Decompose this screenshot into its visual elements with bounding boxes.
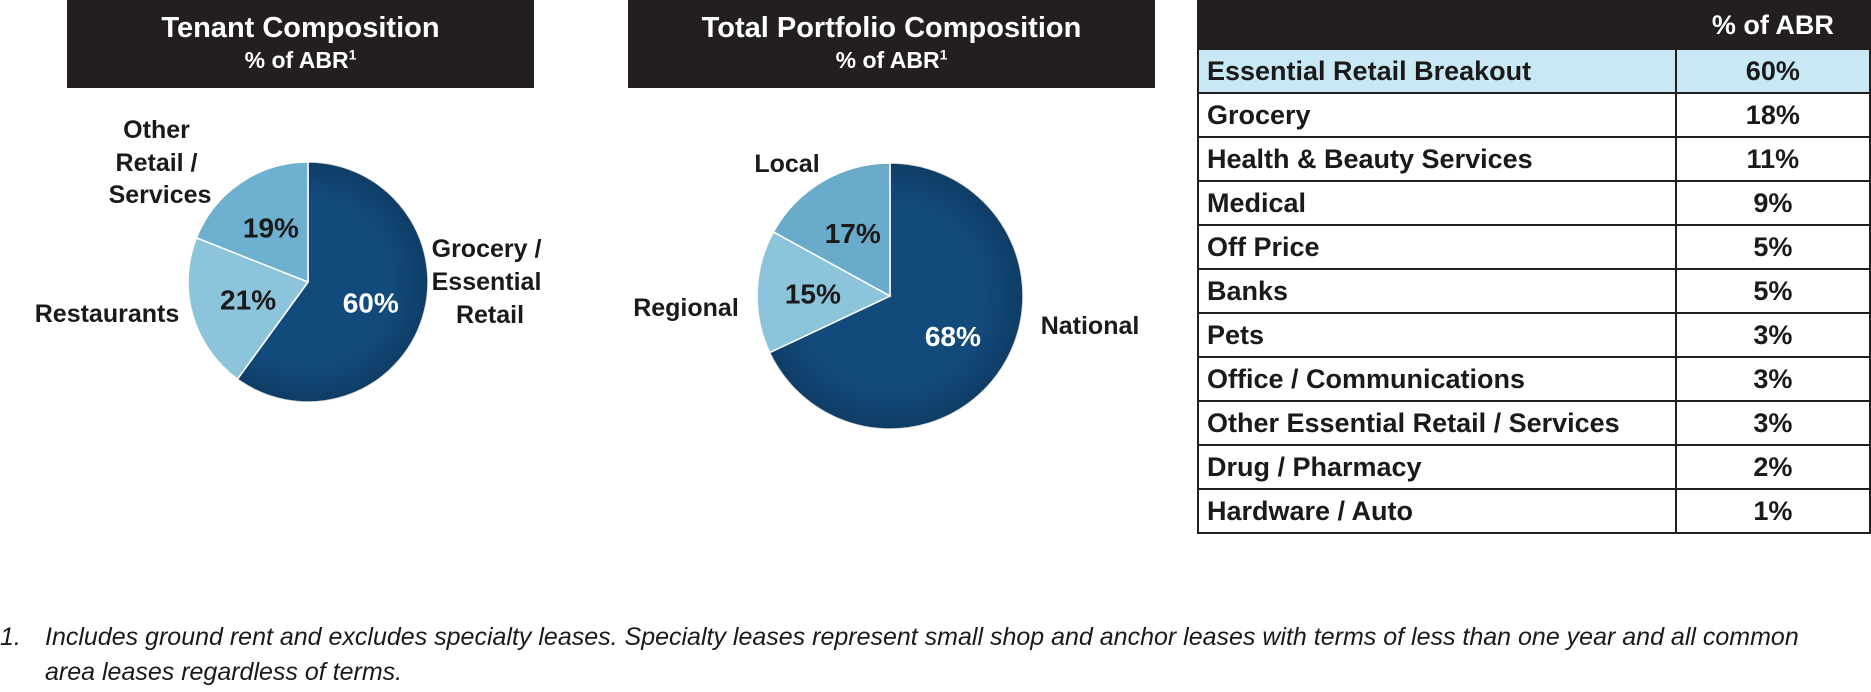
pie-value-label: 19%: [243, 212, 299, 243]
table-row: Other Essential Retail / Services 3%: [1197, 400, 1871, 446]
table-row-highlight: Essential Retail Breakout 60%: [1197, 48, 1871, 94]
category-label-restaurants: Restaurants: [35, 300, 180, 328]
portfolio-chart-title: Total Portfolio Composition: [701, 12, 1082, 44]
pie-slice-restaurants: [187, 236, 310, 381]
row-value: 3%: [1674, 400, 1871, 446]
footnote-text: Includes ground rent and excludes specia…: [45, 623, 1799, 686]
tenant-chart-subtitle: % of ABR1: [244, 46, 357, 73]
row-value: 11%: [1674, 136, 1871, 182]
row-category: Essential Retail Breakout: [1197, 48, 1677, 94]
pie-slice-regional: [756, 230, 892, 354]
row-value: 5%: [1674, 224, 1871, 270]
row-category: Drug / Pharmacy: [1197, 444, 1677, 490]
pie-value-label: 21%: [220, 284, 276, 315]
row-value: 5%: [1674, 268, 1871, 314]
row-category: Health & Beauty Services: [1197, 136, 1677, 182]
table-row: Health & Beauty Services 11%: [1197, 136, 1871, 182]
pie-slice-local: [772, 162, 891, 298]
row-category: Office / Communications: [1197, 356, 1677, 402]
essential-retail-table: % of ABR Essential Retail Breakout 60% G…: [1197, 0, 1871, 534]
portfolio-chart-subtitle: % of ABR1: [835, 46, 948, 73]
row-category: Pets: [1197, 312, 1677, 358]
footnote-ref: 1: [939, 46, 948, 63]
row-value: 9%: [1674, 180, 1871, 226]
table-row: Grocery 18%: [1197, 92, 1871, 138]
pie-value-label: 15%: [785, 279, 841, 310]
tenant-chart-title: Tenant Composition: [161, 12, 440, 44]
category-label-national: National: [1041, 312, 1140, 340]
row-value: 18%: [1674, 92, 1871, 138]
tenant-chart-header: Tenant Composition % of ABR1: [67, 0, 534, 88]
row-category: Other Essential Retail / Services: [1197, 400, 1677, 446]
row-value: 3%: [1674, 312, 1871, 358]
table-header-abr: % of ABR: [1674, 0, 1871, 50]
row-value: 1%: [1674, 488, 1871, 534]
row-category: Medical: [1197, 180, 1677, 226]
table-header-row: % of ABR: [1197, 0, 1871, 50]
category-label-grocery: Grocery / Essential Retail: [432, 235, 549, 329]
row-value: 3%: [1674, 356, 1871, 402]
category-label-other-retail: Other Retail / Services: [109, 116, 212, 209]
table-row: Drug / Pharmacy 2%: [1197, 444, 1871, 490]
table-row: Pets 3%: [1197, 312, 1871, 358]
table-row: Banks 5%: [1197, 268, 1871, 314]
category-label-local: Local: [754, 150, 819, 178]
footnote-ref: 1: [348, 46, 357, 63]
pie-slice-other-retail-services: [195, 161, 309, 284]
table-row: Off Price 5%: [1197, 224, 1871, 270]
row-category: Grocery: [1197, 92, 1677, 138]
table-row: Office / Communications 3%: [1197, 356, 1871, 402]
row-category: Banks: [1197, 268, 1677, 314]
table-header-blank: [1197, 0, 1677, 50]
row-value: 60%: [1674, 48, 1871, 94]
portfolio-pie: 68% 15% 17%: [756, 162, 1024, 430]
category-label-regional: Regional: [633, 294, 739, 322]
footnote-number: 1.: [0, 623, 21, 651]
table-row: Medical 9%: [1197, 180, 1871, 226]
pie-value-label: 60%: [343, 287, 399, 318]
portfolio-chart-header: Total Portfolio Composition % of ABR1: [628, 0, 1155, 88]
row-category: Off Price: [1197, 224, 1677, 270]
pie-value-label: 68%: [925, 321, 981, 352]
pie-value-label: 17%: [825, 218, 881, 249]
row-value: 2%: [1674, 444, 1871, 490]
tenant-pie: 60% 21% 19%: [187, 161, 429, 403]
row-category: Hardware / Auto: [1197, 488, 1677, 534]
table-row: Hardware / Auto 1%: [1197, 488, 1871, 534]
